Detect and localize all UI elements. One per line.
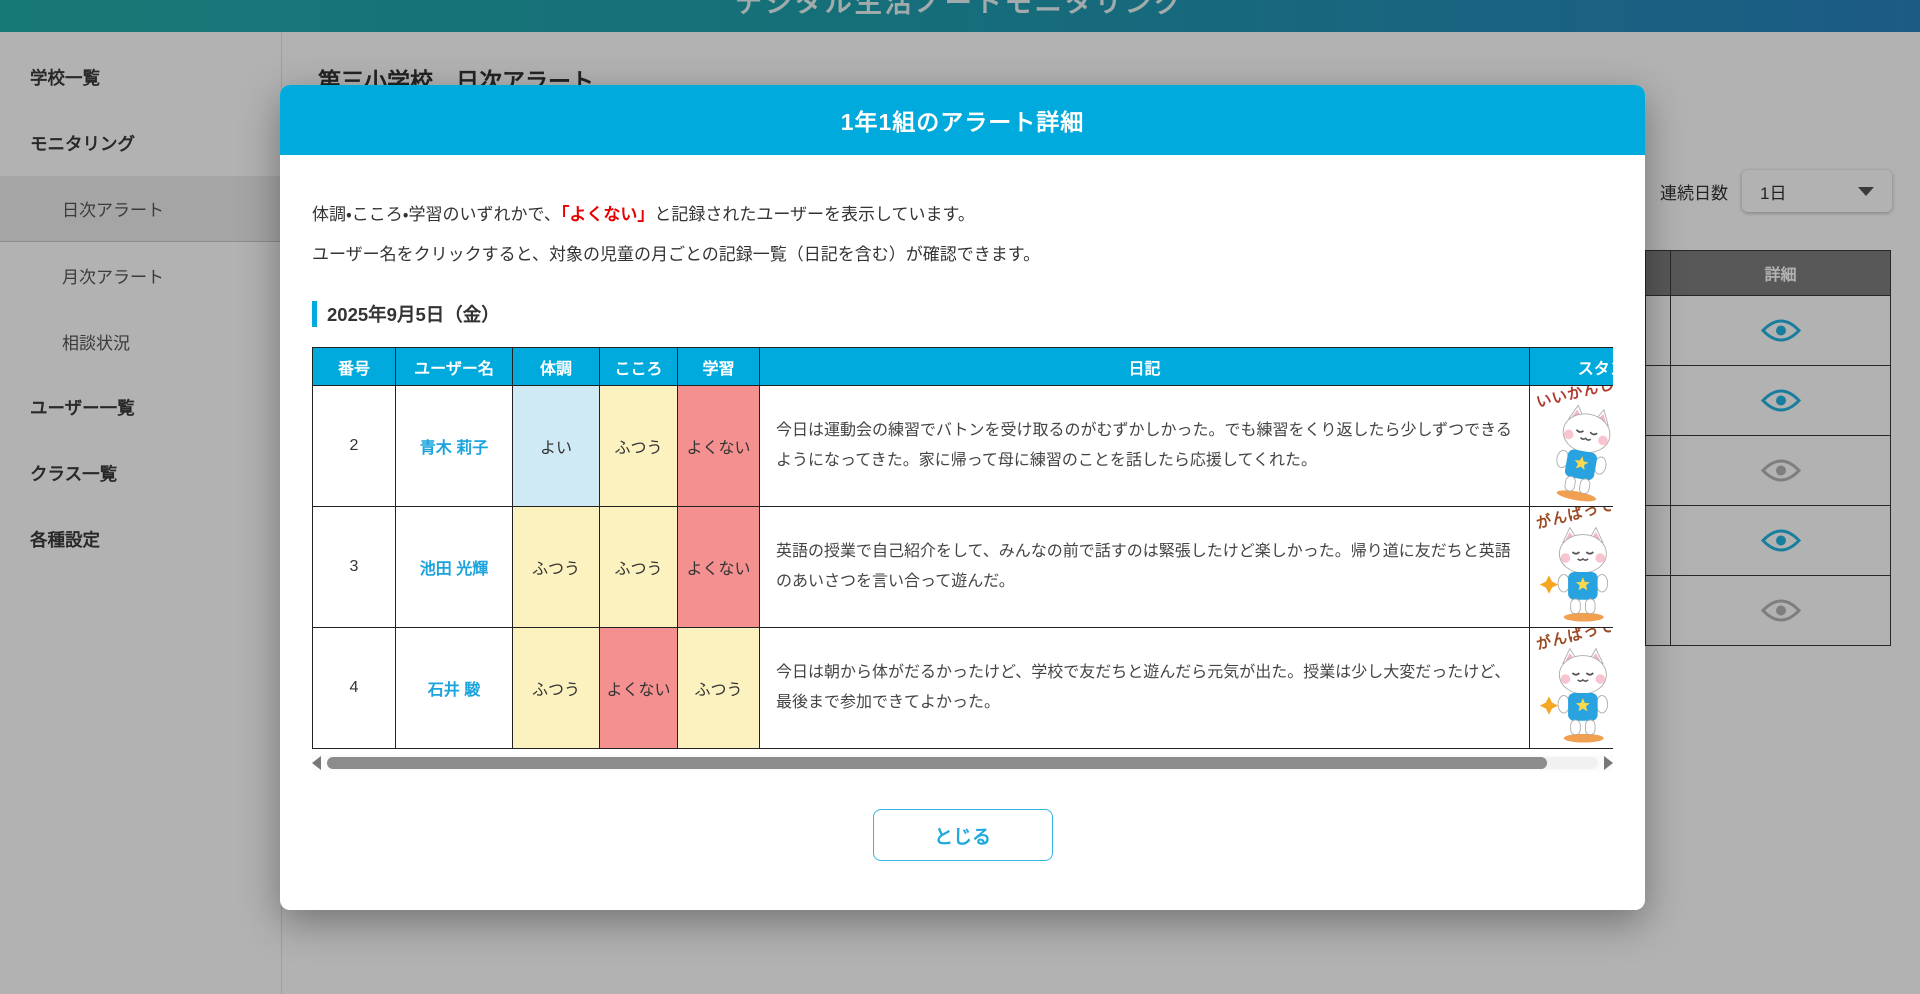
sidebar: 学校一覧 モニタリング 日次アラート 月次アラート 相談状況 ユーザー一覧 クラ… [0,32,282,994]
app-title: デジタル生活ノートモニタリング [735,0,1185,18]
cell-number: 2 [312,385,396,507]
table-row [1645,506,1891,576]
sidebar-item-user-list[interactable]: ユーザー一覧 [30,397,135,418]
cell-mind: よくない [599,627,678,749]
cell-diary: 英語の授業で自己紹介をして、みんなの前で話すのは緊張したけど楽しかった。帰り道に… [759,506,1530,628]
col-header-username: ユーザー名 [395,347,513,386]
background-alert-table: 詳細 [1645,250,1891,646]
clipped-column [1645,250,1670,296]
cell-stamp: がんばって [1529,506,1613,628]
eye-icon [1760,529,1801,552]
filter-selected-value: 1日 [1760,183,1787,203]
alert-row: 3 池田 光輝 ふつう ふつう よくない 英語の授業で自己紹介をして、みんなの前… [312,506,1613,628]
modal-footer: とじる [312,809,1613,861]
alert-row: 2 青木 莉子 よい ふつう よくない 今日は運動会の練習でバトンを受け取るのが… [312,385,1613,507]
cell-diary: 今日は朝から体がだるかったけど、学校で友だちと遊んだら元気が出た。授業は少し大変… [759,627,1530,749]
detail-eye-button[interactable] [1670,436,1891,506]
cat-stamp-image [1536,646,1613,748]
user-name-link[interactable]: 池田 光輝 [395,506,513,628]
date-accent-bar [312,301,317,327]
col-header-stamp: スタンプ [1529,347,1613,386]
table-row [1645,296,1891,366]
cell-mind: ふつう [599,385,678,507]
sidebar-item-monthly-alert[interactable]: 月次アラート [62,267,164,287]
alert-table: 番号 ユーザー名 体調 こころ 学習 日記 スタンプ 2 青木 莉子 よい ふつ [312,347,1613,749]
cell-study: ふつう [677,627,760,749]
cell-number: 4 [312,627,396,749]
description-line-2: ユーザー名をクリックすると、対象の児童の月ごとの記録一覧（日記を含む）が確認でき… [312,245,1041,264]
table-row [1645,366,1891,436]
eye-icon [1760,389,1801,412]
modal-title: 1年1組のアラート詳細 [840,109,1085,135]
sidebar-item-daily-alert[interactable]: 日次アラート [0,176,281,242]
modal-body: 体調・こころ・学習のいずれかで、「よくない」と記録されたユーザーを表示しています… [280,155,1645,861]
alert-table-header-row: 番号 ユーザー名 体調 こころ 学習 日記 スタンプ [312,347,1613,386]
description-line-1: 体調・こころ・学習のいずれかで、「よくない」と記録されたユーザーを表示しています… [312,205,975,224]
detail-eye-button[interactable] [1670,576,1891,646]
detail-eye-button[interactable] [1670,296,1891,366]
alert-row: 4 石井 駿 ふつう よくない ふつう 今日は朝から体がだるかったけど、学校で友… [312,627,1613,749]
consecutive-days-filter: 連続日数 1日 [1660,170,1892,212]
eye-icon [1760,599,1801,622]
horizontal-scrollbar [312,755,1613,771]
sidebar-item-school-list[interactable]: 学校一覧 [30,67,100,88]
scroll-left-arrow[interactable] [312,756,321,770]
cat-stamp-image [1536,525,1613,627]
scroll-right-arrow[interactable] [1604,756,1613,770]
col-header-mind: こころ [599,347,678,386]
cell-mind: ふつう [599,506,678,628]
cell-diary: 今日は運動会の練習でバトンを受け取るのがむずかしかった。でも練習をくり返したら少… [759,385,1530,507]
table-row [1645,436,1891,506]
sidebar-item-settings[interactable]: 各種設定 [30,529,100,550]
app-header: デジタル生活ノートモニタリング [0,0,1920,32]
eye-icon [1760,319,1801,342]
cell-condition: ふつう [512,506,600,628]
detail-column-header: 詳細 [1670,250,1891,296]
date-heading: 2025年9月5日（金） [312,301,1613,327]
cell-stamp: いいかんじ [1529,385,1613,507]
cell-study: よくない [677,385,760,507]
user-name-link[interactable]: 石井 駿 [395,627,513,749]
detail-eye-button[interactable] [1670,366,1891,436]
scrollbar-thumb[interactable] [327,757,1548,769]
cat-stamp-image [1536,404,1613,506]
cell-number: 3 [312,506,396,628]
user-name-link[interactable]: 青木 莉子 [395,385,513,507]
col-header-condition: 体調 [512,347,600,386]
table-row [1645,576,1891,646]
consecutive-days-select[interactable]: 1日 [1742,170,1892,212]
cell-study: よくない [677,506,760,628]
col-header-diary: 日記 [759,347,1530,386]
alert-detail-modal: 1年1組のアラート詳細 体調・こころ・学習のいずれかで、「よくない」と記録された… [280,85,1645,910]
eye-icon [1760,459,1801,482]
cell-stamp: がんばって [1529,627,1613,749]
col-header-number: 番号 [312,347,396,386]
cell-condition: よい [512,385,600,507]
sidebar-item-monitoring[interactable]: モニタリング [30,133,135,154]
close-button[interactable]: とじる [872,809,1053,861]
cell-condition: ふつう [512,627,600,749]
alert-table-viewport: 番号 ユーザー名 体調 こころ 学習 日記 スタンプ 2 青木 莉子 よい ふつ [312,347,1613,749]
scrollbar-track[interactable] [327,757,1598,769]
sidebar-item-consultation[interactable]: 相談状況 [62,333,130,353]
detail-column-header-row: 詳細 [1645,250,1891,296]
date-text: 2025年9月5日（金） [327,304,500,325]
sidebar-item-class-list[interactable]: クラス一覧 [30,463,118,484]
detail-eye-button[interactable] [1670,506,1891,576]
col-header-study: 学習 [677,347,760,386]
chevron-down-icon [1858,186,1874,196]
modal-description: 体調・こころ・学習のいずれかで、「よくない」と記録されたユーザーを表示しています… [312,195,1613,275]
not-good-highlight: 「よくない」 [560,205,655,224]
modal-header: 1年1組のアラート詳細 [280,85,1645,155]
filter-label: 連続日数 [1660,183,1728,203]
